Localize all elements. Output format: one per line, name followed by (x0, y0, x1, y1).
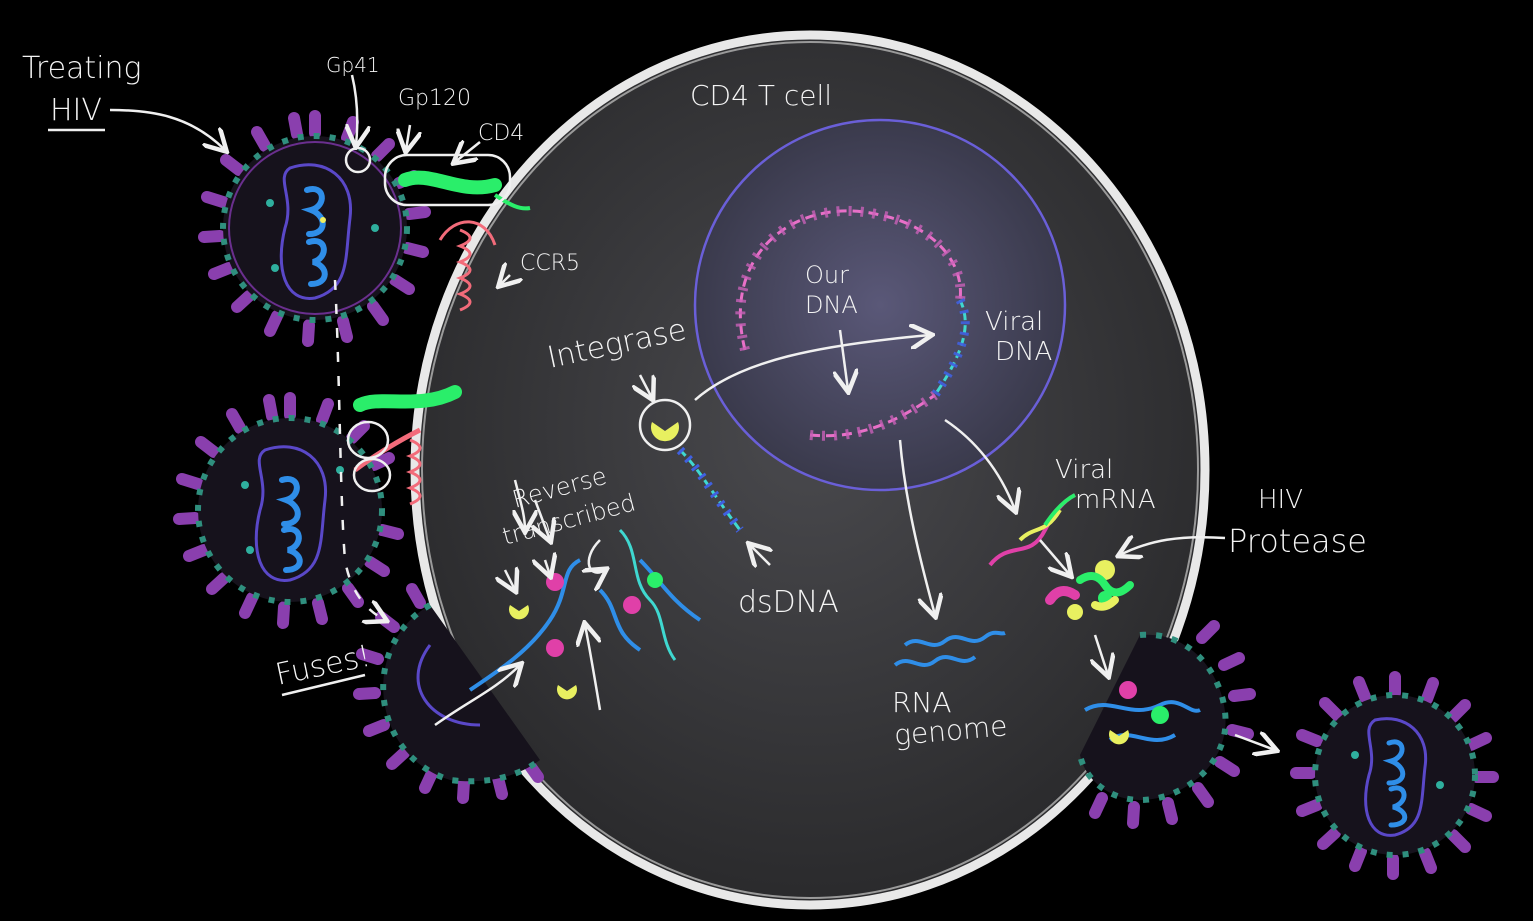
arrow-title-to-virus (109, 108, 225, 150)
hiv-virion-attaching (198, 110, 431, 347)
reverse-transcription (468, 528, 702, 700)
viral-dna-label-2: DNA (995, 337, 1052, 367)
cd4-receptor (353, 170, 531, 412)
our-dna-label-1: Our (805, 261, 849, 289)
title-line2: HIV (50, 93, 102, 128)
labels: Treating HIV Gp41 Gp120 CD4 CCR5 CD4 T c… (22, 51, 1367, 752)
arrow-our-dna (840, 329, 848, 390)
hiv-virion-released (1290, 671, 1499, 880)
our-dna-helix (735, 206, 966, 441)
arrow-to-viral-mrna (944, 418, 1015, 510)
arrow-to-rna-genome (898, 439, 935, 615)
fuses-underline (281, 673, 366, 697)
gp41-label: Gp41 (326, 53, 380, 77)
arrow-gp120 (406, 124, 410, 150)
arrow-cd4 (455, 142, 481, 162)
title-line1: Treating (22, 51, 142, 86)
viral-mrna-label-2: mRNA (1075, 485, 1156, 515)
viral-mrna (988, 493, 1076, 567)
arrow-release (1234, 735, 1275, 750)
arrow-gp41 (352, 74, 357, 145)
our-dna-label-2: DNA (805, 291, 858, 319)
dsdna-strand (676, 446, 744, 533)
cell-label: CD4 T cell (690, 79, 832, 112)
integrase-highlight-circle (638, 398, 692, 452)
protease-label-2: Protease (1228, 522, 1367, 560)
viral-dna-helix (931, 297, 970, 398)
arrow-to-budding (1095, 634, 1108, 675)
arrow-ccr5 (500, 275, 510, 285)
protease-cluster (1045, 560, 1134, 620)
cd4-label: CD4 (478, 121, 524, 146)
arrow-mrna-to-protease (1039, 539, 1070, 575)
arrow-integrase-to-dna (694, 335, 930, 401)
arrow-dsdna (750, 545, 770, 565)
viral-dna-label-1: Viral (985, 307, 1043, 337)
integrase-enzyme (651, 422, 679, 442)
arrow-fusion-path (333, 279, 385, 620)
gp120-label: Gp120 (398, 86, 471, 111)
arrow-integrase-label (640, 374, 652, 398)
arrow-protease-label (1120, 537, 1226, 555)
ccr5-label: CCR5 (520, 251, 580, 276)
viral-mrna-label-1: Viral (1055, 455, 1113, 485)
hiv-virion-fusing (173, 392, 404, 629)
ccr5-coreceptor (353, 220, 497, 506)
protease-label-1: HIV (1258, 485, 1303, 515)
gp120-cd4-highlight (383, 153, 512, 207)
nucleus (693, 118, 1067, 492)
hiv-virion-budding (1077, 620, 1256, 829)
rna-genome-label-1: RNA (892, 686, 952, 719)
rna-genome (893, 630, 1006, 667)
dsdna-label: dsDNA (738, 585, 839, 620)
process-arrows (109, 74, 1275, 750)
